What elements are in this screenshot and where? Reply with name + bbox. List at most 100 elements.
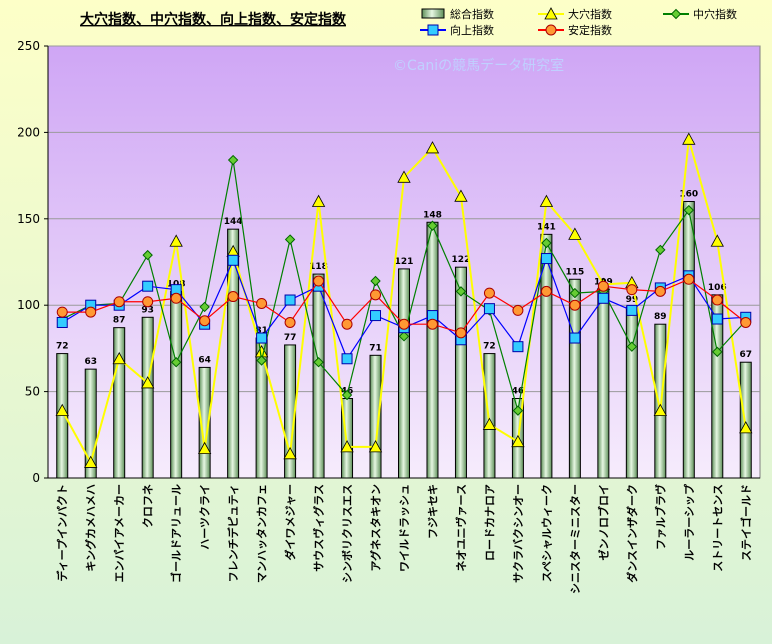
bar-data-label: 106 [708,283,727,293]
bar [540,233,553,479]
data-point [568,227,582,240]
data-point [313,357,324,368]
x-tick-label: ゴールドアリュール [169,484,183,583]
bar [369,354,382,479]
data-point [425,141,440,154]
data-point [56,316,68,328]
data-point [512,304,524,316]
data-point [170,292,182,304]
bar-data-label: 99 [626,295,639,305]
data-point [142,280,154,292]
x-tick-label: フジキセキ [426,484,439,539]
x-tick-label: ストリートセンス [711,484,724,572]
y-tick-label: 0 [32,471,40,485]
data-point [199,315,211,327]
x-tick-label: ゼンノロブロイ [596,484,610,560]
bar [227,228,240,479]
data-point [512,405,524,416]
data-point [426,318,438,330]
data-point [739,421,753,434]
bar-data-label: 122 [452,255,471,265]
data-point [313,275,325,287]
data-point [311,194,326,207]
data-point [85,306,97,318]
data-point [55,403,69,417]
data-point [683,273,695,285]
data-point [284,316,296,328]
data-point [712,346,723,358]
data-point [370,310,382,322]
data-point [142,249,153,261]
bar [568,278,581,479]
data-point [569,332,581,344]
data-point [511,434,525,448]
y-tick-label: 250 [17,39,40,53]
bar [198,366,211,479]
data-point [227,291,239,303]
data-point [113,296,125,308]
bar [398,268,410,479]
y-tick-label: 200 [17,125,40,139]
x-tick-label: ワイルドラッシュ [398,484,411,572]
line-series [55,132,753,468]
data-point [199,301,210,313]
bar [483,353,496,479]
data-point [569,299,581,311]
x-tick-label: サウスヴィグラス [312,484,326,572]
x-tick-label: ロードカナロア [483,484,496,561]
legend-label: 中穴指数 [693,7,737,21]
data-point [256,332,268,344]
bar [682,201,695,479]
data-point [482,417,497,430]
bar-data-label: 71 [369,343,382,353]
data-point [227,154,239,166]
bar [113,327,126,479]
x-tick-label: フレンチデピュティ [226,484,240,582]
bar [739,361,752,479]
legend-label: 向上指数 [450,23,494,37]
data-point [597,280,609,292]
bar-data-label: 72 [483,342,496,352]
data-point [340,440,354,453]
data-point [397,170,411,183]
data-point [670,8,682,20]
data-point [227,254,239,266]
data-point [455,286,467,297]
x-tick-label: キングカメハメハ [84,484,98,572]
data-point [455,327,467,339]
bar-data-label: 72 [56,342,69,352]
bar-data-label: 148 [423,210,442,220]
bar [141,316,154,479]
data-point [541,237,552,249]
legend-label: 総合指数 [450,7,494,21]
x-tick-label: シンボリクリスエス [340,484,354,583]
bar-data-label: 121 [395,257,414,267]
legend-label: 安定指数 [568,23,612,37]
data-point [655,244,666,256]
data-point [711,313,723,325]
data-point [569,287,581,299]
bar-data-label: 141 [537,222,556,232]
bar [170,290,183,479]
data-point [169,234,183,247]
bar-data-label: 87 [113,316,126,326]
data-point [368,440,383,453]
data-point [540,285,552,297]
bar [597,289,610,479]
chart-title: 大穴指数、中穴指数、向上指数、安定指数 [80,11,347,28]
data-point [398,331,410,342]
data-point [544,7,558,20]
data-point [341,389,353,401]
data-point [427,24,439,36]
x-axis: ディープインパクト キングカメハメハ エンパイアメーカー クロフネ ゴールドアリュール ハ… [55,483,753,594]
data-point [710,234,724,247]
x-tick-label: ステイゴールド [739,484,753,561]
data-point [56,306,68,318]
x-tick-label: マンハッタンカフェ [256,484,269,583]
data-point [626,341,638,352]
bar [84,368,97,479]
data-point [512,341,524,353]
data-point [141,376,155,389]
